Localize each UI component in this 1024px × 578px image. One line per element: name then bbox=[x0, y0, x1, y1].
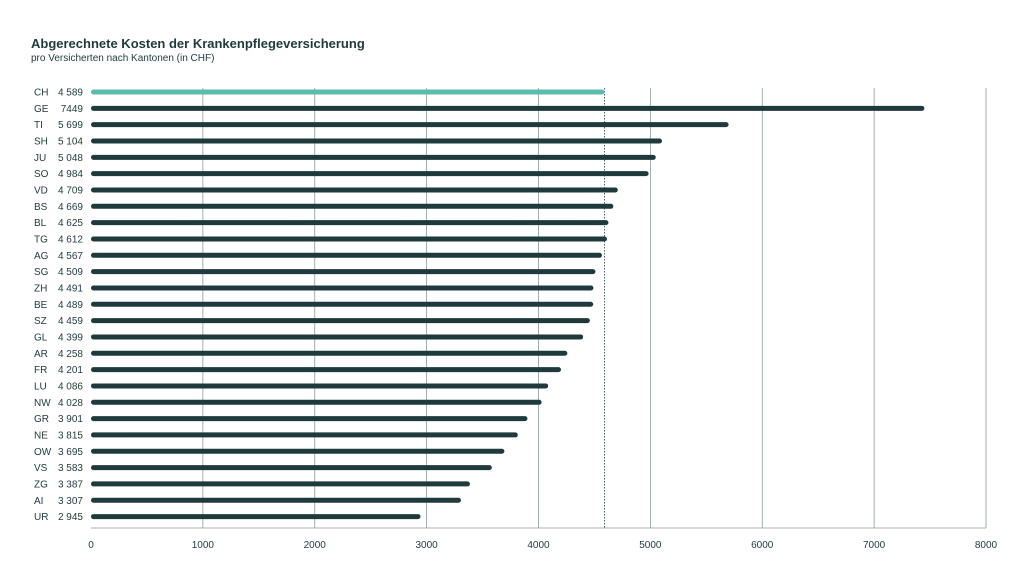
category-label: AI bbox=[34, 496, 43, 507]
category-label: NW bbox=[34, 398, 51, 409]
bar-ag bbox=[91, 252, 602, 258]
category-label: GL bbox=[34, 332, 48, 343]
category-label: TG bbox=[34, 234, 48, 245]
value-label: 4 612 bbox=[58, 234, 83, 245]
value-label: 5 048 bbox=[58, 153, 83, 164]
bar-tg bbox=[91, 236, 607, 242]
value-label: 3 815 bbox=[58, 430, 83, 441]
value-label: 4 399 bbox=[58, 332, 83, 343]
x-tick-label: 8000 bbox=[975, 540, 998, 551]
category-label: GE bbox=[34, 104, 49, 115]
bar-ur bbox=[91, 514, 421, 520]
category-label: ZH bbox=[34, 283, 47, 294]
value-label: 4 258 bbox=[58, 349, 83, 360]
bar-sg bbox=[91, 269, 596, 275]
value-label: 7449 bbox=[61, 104, 84, 115]
value-label: 4 086 bbox=[58, 381, 83, 392]
bar-vd bbox=[91, 187, 618, 193]
bar-ow bbox=[91, 448, 505, 454]
bar-bs bbox=[91, 203, 614, 209]
chart-subtitle: pro Versicherten nach Kantonen (in CHF) bbox=[31, 53, 215, 64]
bar-ti bbox=[91, 122, 729, 128]
category-label: TI bbox=[34, 120, 43, 131]
value-label: 4 567 bbox=[58, 251, 83, 262]
value-label: 3 387 bbox=[58, 479, 83, 490]
x-tick-label: 2000 bbox=[304, 540, 327, 551]
value-label: 4 669 bbox=[58, 202, 83, 213]
bar-ne bbox=[91, 432, 518, 438]
value-label: 3 695 bbox=[58, 447, 83, 458]
bar-zh bbox=[91, 285, 594, 291]
category-label: BL bbox=[34, 218, 47, 229]
bar-ge bbox=[91, 105, 925, 111]
bar-fr bbox=[91, 367, 561, 373]
bar-ju bbox=[91, 154, 656, 160]
category-label: JU bbox=[34, 153, 46, 164]
value-label: 5 699 bbox=[58, 120, 83, 131]
bar-vs bbox=[91, 465, 492, 471]
category-label: SG bbox=[34, 267, 49, 278]
bar-lu bbox=[91, 383, 549, 389]
category-label: SZ bbox=[34, 316, 47, 327]
category-label: GR bbox=[34, 414, 49, 425]
category-label: LU bbox=[34, 381, 47, 392]
bar-nw bbox=[91, 399, 542, 405]
x-tick-label: 0 bbox=[88, 540, 94, 551]
category-label: BS bbox=[34, 202, 48, 213]
x-tick-label: 5000 bbox=[639, 540, 662, 551]
bar-ar bbox=[91, 350, 568, 356]
value-label: 5 104 bbox=[58, 136, 83, 147]
bar-zg bbox=[91, 481, 470, 487]
value-label: 4 509 bbox=[58, 267, 83, 278]
x-tick-label: 4000 bbox=[527, 540, 550, 551]
value-label: 3 901 bbox=[58, 414, 83, 425]
x-tick-label: 7000 bbox=[863, 540, 886, 551]
category-label: UR bbox=[34, 512, 48, 523]
category-label: NE bbox=[34, 430, 48, 441]
category-label: AR bbox=[34, 349, 48, 360]
value-label: 4 201 bbox=[58, 365, 83, 376]
x-tick-label: 3000 bbox=[416, 540, 439, 551]
category-label: CH bbox=[34, 88, 48, 99]
category-label: OW bbox=[34, 447, 52, 458]
value-label: 3 307 bbox=[58, 496, 83, 507]
value-label: 3 583 bbox=[58, 463, 83, 474]
bar-gr bbox=[91, 416, 528, 422]
chart-title: Abgerechnete Kosten der Krankenpflegever… bbox=[31, 36, 365, 51]
category-label: ZG bbox=[34, 479, 48, 490]
bar-gl bbox=[91, 334, 584, 340]
category-label: AG bbox=[34, 251, 49, 262]
bar-ai bbox=[91, 497, 461, 503]
value-label: 4 491 bbox=[58, 283, 83, 294]
category-label: VD bbox=[34, 185, 48, 196]
bar-be bbox=[91, 301, 594, 307]
bar-so bbox=[91, 171, 649, 177]
category-label: BE bbox=[34, 300, 48, 311]
x-tick-label: 1000 bbox=[192, 540, 215, 551]
bar-bl bbox=[91, 220, 609, 226]
value-label: 4 589 bbox=[58, 88, 83, 99]
value-label: 4 028 bbox=[58, 398, 83, 409]
x-tick-label: 6000 bbox=[751, 540, 774, 551]
bar-ch bbox=[91, 89, 605, 95]
value-label: 4 459 bbox=[58, 316, 83, 327]
value-label: 4 984 bbox=[58, 169, 83, 180]
category-label: VS bbox=[34, 463, 48, 474]
value-label: 4 489 bbox=[58, 300, 83, 311]
value-label: 4 625 bbox=[58, 218, 83, 229]
category-label: SO bbox=[34, 169, 49, 180]
category-label: FR bbox=[34, 365, 47, 376]
value-label: 2 945 bbox=[58, 512, 83, 523]
bar-sz bbox=[91, 318, 590, 324]
bar-sh bbox=[91, 138, 663, 144]
value-label: 4 709 bbox=[58, 185, 83, 196]
category-label: SH bbox=[34, 136, 48, 147]
